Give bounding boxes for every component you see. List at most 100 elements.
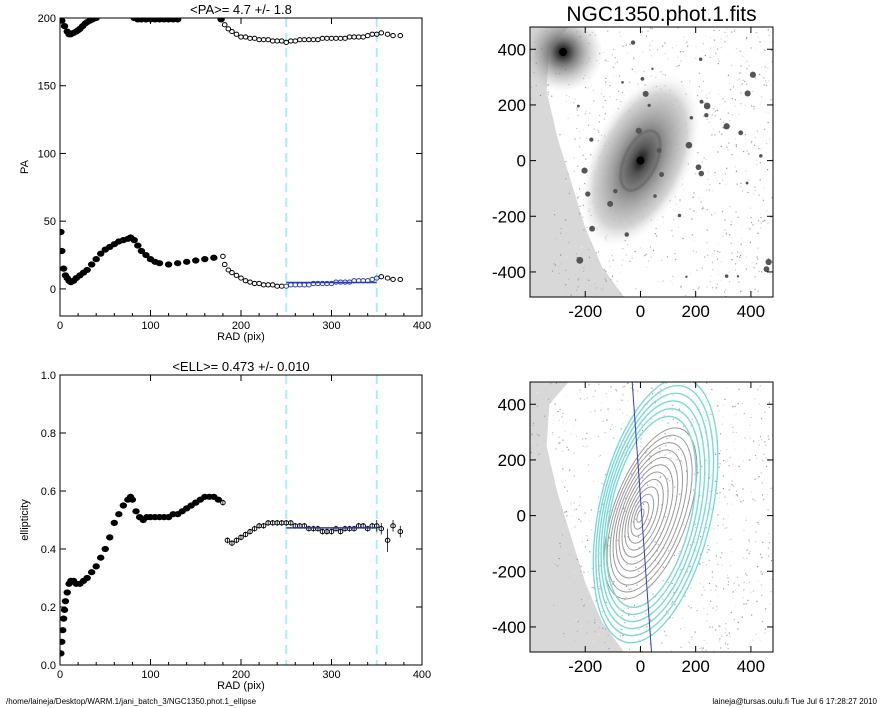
noise-pixel xyxy=(751,614,753,616)
noise-pixel xyxy=(760,584,762,586)
noise-pixel xyxy=(713,128,715,131)
noise-pixel xyxy=(565,157,568,160)
noise-pixel xyxy=(707,229,709,231)
noise-pixel xyxy=(692,196,694,198)
data-point xyxy=(61,598,70,605)
noise-pixel xyxy=(770,49,773,52)
field-star xyxy=(685,275,688,278)
noise-pixel xyxy=(690,607,692,609)
noise-pixel xyxy=(609,96,611,98)
noise-pixel xyxy=(703,639,705,641)
noise-pixel xyxy=(701,90,703,92)
noise-pixel xyxy=(750,591,752,593)
noise-pixel xyxy=(671,47,674,49)
noise-pixel xyxy=(617,90,620,93)
noise-pixel xyxy=(611,423,613,425)
data-point xyxy=(274,283,281,289)
noise-pixel xyxy=(659,532,661,534)
data-point xyxy=(260,282,267,288)
noise-pixel xyxy=(603,51,605,54)
noise-pixel xyxy=(770,552,772,555)
noise-pixel xyxy=(727,112,729,114)
field-star xyxy=(723,126,726,129)
noise-pixel xyxy=(716,258,719,260)
data-point xyxy=(60,23,69,30)
noise-pixel xyxy=(574,525,576,527)
noise-pixel xyxy=(755,531,757,533)
field-star xyxy=(581,167,588,174)
noise-pixel xyxy=(556,184,558,187)
data-point xyxy=(155,260,164,267)
noise-pixel xyxy=(749,228,751,230)
noise-pixel xyxy=(764,66,766,68)
noise-pixel xyxy=(730,611,732,614)
noise-pixel xyxy=(679,550,681,553)
noise-pixel xyxy=(569,469,571,471)
noise-pixel xyxy=(738,584,740,586)
noise-pixel xyxy=(753,105,755,108)
noise-pixel xyxy=(626,564,628,566)
noise-pixel xyxy=(717,563,719,565)
noise-pixel xyxy=(656,561,658,563)
noise-pixel xyxy=(703,101,705,104)
noise-pixel xyxy=(706,551,708,553)
noise-pixel xyxy=(584,257,586,259)
noise-pixel xyxy=(717,62,720,65)
noise-pixel xyxy=(650,256,652,258)
noise-pixel xyxy=(759,385,761,387)
field-star xyxy=(765,258,772,266)
noise-pixel xyxy=(673,554,676,556)
noise-pixel xyxy=(722,588,725,590)
noise-pixel xyxy=(754,288,756,290)
noise-pixel xyxy=(709,56,711,59)
noise-pixel xyxy=(749,207,752,209)
data-point xyxy=(229,270,235,276)
noise-pixel xyxy=(593,100,595,102)
noise-pixel xyxy=(598,633,600,636)
noise-pixel xyxy=(761,271,763,273)
noise-pixel xyxy=(728,142,730,144)
noise-pixel xyxy=(699,175,702,177)
data-point xyxy=(128,496,137,503)
noise-pixel xyxy=(576,623,579,625)
noise-pixel xyxy=(610,279,612,281)
noise-pixel xyxy=(672,404,674,407)
noise-pixel xyxy=(588,279,590,281)
noise-pixel xyxy=(763,498,765,501)
noise-pixel xyxy=(725,641,727,643)
noise-pixel xyxy=(530,97,532,100)
noise-pixel xyxy=(593,128,595,130)
y-tick-label: 0.0 xyxy=(41,660,56,672)
isophote-contour xyxy=(615,456,679,572)
noise-pixel xyxy=(714,212,716,214)
noise-pixel xyxy=(599,565,601,567)
noise-pixel xyxy=(574,98,576,101)
noise-pixel xyxy=(757,220,760,222)
noise-pixel xyxy=(712,269,714,271)
noise-pixel xyxy=(613,437,615,439)
data-point xyxy=(238,534,244,541)
noise-pixel xyxy=(662,598,664,600)
noise-pixel xyxy=(585,158,587,160)
noise-pixel xyxy=(742,557,744,559)
noise-pixel xyxy=(557,565,559,567)
noise-pixel xyxy=(764,220,766,222)
noise-pixel xyxy=(676,459,678,461)
data-point xyxy=(306,37,312,43)
noise-pixel xyxy=(584,398,586,401)
noise-pixel xyxy=(557,410,559,413)
noise-pixel xyxy=(575,107,578,109)
noise-pixel xyxy=(573,101,575,104)
noise-pixel xyxy=(627,536,629,538)
noise-pixel xyxy=(752,498,754,500)
noise-pixel xyxy=(649,49,651,51)
noise-pixel xyxy=(558,419,560,421)
noise-pixel xyxy=(746,574,748,576)
noise-pixel xyxy=(701,161,703,163)
noise-pixel xyxy=(642,477,644,479)
noise-pixel xyxy=(764,441,766,443)
noise-pixel xyxy=(726,503,729,505)
noise-pixel xyxy=(706,97,708,99)
noise-pixel xyxy=(538,434,540,437)
